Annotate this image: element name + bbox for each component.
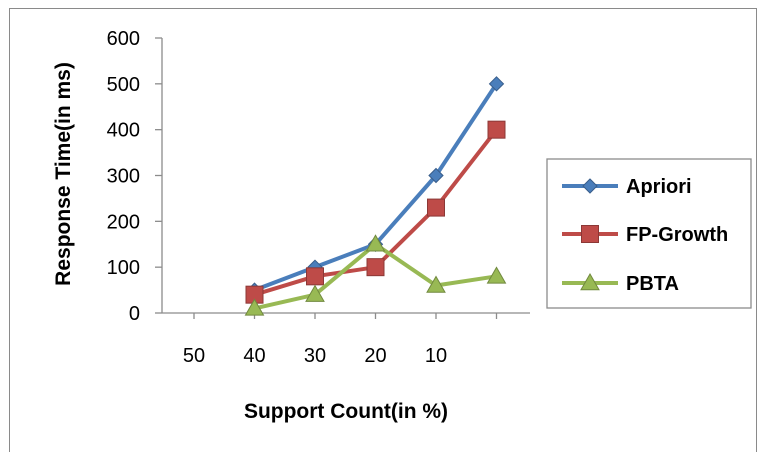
- x-tick-label: 30: [304, 345, 326, 367]
- y-tick-label: 200: [107, 211, 140, 233]
- data-point: [426, 275, 446, 293]
- x-tick-label: 10: [425, 345, 447, 367]
- legend-label: PBTA: [626, 273, 679, 295]
- legend-item: Apriori: [562, 176, 692, 198]
- series-lines: [244, 76, 507, 316]
- x-axis: 50 40 30 20 10: [162, 312, 530, 367]
- x-tick-label: 40: [243, 345, 265, 367]
- series-fp-growth: [245, 120, 506, 304]
- data-point: [488, 76, 505, 92]
- data-point: [428, 167, 444, 184]
- y-axis-title: Response Time(in ms): [52, 62, 75, 286]
- x-axis-title: Support Count(in %): [244, 400, 448, 423]
- series-pbta: [244, 234, 507, 316]
- legend: Apriori FP-Growth PBTA: [546, 158, 752, 309]
- data-point: [305, 284, 325, 302]
- legend-marker: [581, 225, 599, 243]
- y-tick-label: 0: [129, 303, 140, 325]
- data-point: [366, 258, 385, 277]
- data-point: [486, 266, 507, 284]
- legend-item: PBTA: [562, 272, 679, 295]
- x-tick-label: 50: [183, 345, 205, 367]
- legend-label: Apriori: [626, 176, 692, 198]
- data-point: [487, 120, 506, 139]
- y-tick-label: 100: [107, 257, 140, 279]
- y-tick-label: 400: [107, 120, 140, 142]
- x-tick-label: 20: [364, 345, 386, 367]
- y-tick-label: 600: [107, 28, 140, 50]
- data-point: [306, 267, 324, 286]
- data-point: [365, 234, 386, 252]
- legend-marker: [580, 272, 600, 291]
- legend-label: FP-Growth: [626, 224, 728, 246]
- legend-marker: [582, 178, 598, 194]
- data-point: [427, 198, 445, 217]
- data-point: [244, 298, 265, 316]
- y-tick-label: 300: [107, 166, 140, 188]
- y-axis: 0 100 200 300 400 500 600: [107, 28, 163, 325]
- y-tick-label: 500: [107, 74, 140, 96]
- legend-item: FP-Growth: [562, 224, 728, 246]
